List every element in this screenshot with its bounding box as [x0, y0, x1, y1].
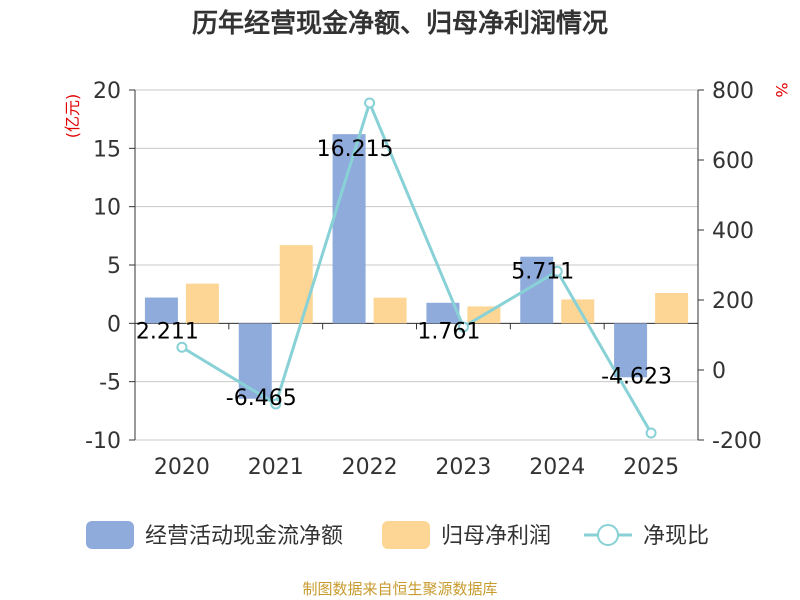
- ratio-point: [364, 97, 376, 109]
- right-tick-label: 400: [712, 219, 754, 244]
- legend-swatch-net-profit: [382, 521, 430, 549]
- legend-label-ratio: 净现比: [643, 524, 709, 549]
- right-tick-label: 200: [712, 289, 754, 314]
- cash-flow-data-label: 16.215: [317, 137, 394, 162]
- left-tick-label: -5: [99, 371, 121, 396]
- net-profit-bar: [373, 297, 407, 324]
- left-tick-label: 10: [93, 196, 121, 221]
- right-tick-label: 600: [712, 149, 754, 174]
- ratio-point: [551, 265, 563, 277]
- ratio-point: [270, 398, 282, 410]
- net-profit-bar: [185, 283, 219, 324]
- legend-label-cash-flow: 经营活动现金流净额: [145, 524, 343, 549]
- net-profit-bar: [279, 245, 313, 324]
- x-tick-label: 2023: [435, 455, 491, 480]
- net-profit-bar: [655, 293, 689, 324]
- x-tick-label: 2024: [529, 455, 585, 480]
- right-tick-label: -200: [712, 429, 762, 454]
- left-tick-label: 0: [107, 312, 121, 337]
- cash-flow-data-label: 5.711: [511, 260, 574, 285]
- right-tick-label: 800: [712, 79, 754, 104]
- left-axis-unit: (亿元): [63, 94, 82, 139]
- ratio-line-series: [176, 97, 657, 439]
- right-tick-label: 0: [712, 359, 726, 384]
- x-tick-label: 2021: [248, 455, 304, 480]
- x-tick-label: 2022: [342, 455, 398, 480]
- source-note: 制图数据来自恒生聚源数据库: [302, 580, 497, 598]
- cash-flow-data-label: 1.761: [417, 319, 480, 344]
- ratio-line: [181, 98, 653, 434]
- cash-flow-bar: [332, 134, 366, 324]
- bars: [144, 134, 689, 399]
- ratio-point: [457, 321, 469, 333]
- cash-flow-bar: [426, 302, 460, 324]
- left-tick-label: 5: [107, 254, 121, 279]
- left-tick-label: -10: [85, 429, 121, 454]
- x-tick-label: 2020: [154, 455, 210, 480]
- cash-flow-bar: [144, 297, 178, 324]
- net-profit-bar: [561, 299, 595, 324]
- cash-flow-data-label: -6.465: [226, 386, 297, 411]
- ratio-point: [176, 341, 188, 353]
- cash-flow-data-label: 2.211: [136, 319, 199, 344]
- chart-title: 历年经营现金净额、归母净利润情况: [192, 8, 608, 39]
- axes: 20 15 10 5 0 -5 -10 800 600 400 200 0 -200 2020 2021 20…: [85, 79, 762, 480]
- left-tick-label: 15: [93, 137, 121, 162]
- right-axis-unit: %: [772, 82, 791, 97]
- left-tick-label: 20: [93, 79, 121, 104]
- x-tick-label: 2025: [623, 455, 679, 480]
- ratio-point: [645, 427, 657, 439]
- cash-flow-data-label: -4.623: [601, 364, 672, 389]
- legend: 经营活动现金流净额 归母净利润 净现比: [86, 521, 709, 549]
- legend-label-net-profit: 归母净利润: [441, 524, 551, 549]
- legend-marker-ratio: [597, 524, 619, 546]
- data-labels: 2.211 -6.465 16.215 1.761 5.711 -4.623: [136, 137, 672, 411]
- legend-swatch-cash-flow: [86, 521, 134, 549]
- cash-flow-bar: [614, 323, 648, 378]
